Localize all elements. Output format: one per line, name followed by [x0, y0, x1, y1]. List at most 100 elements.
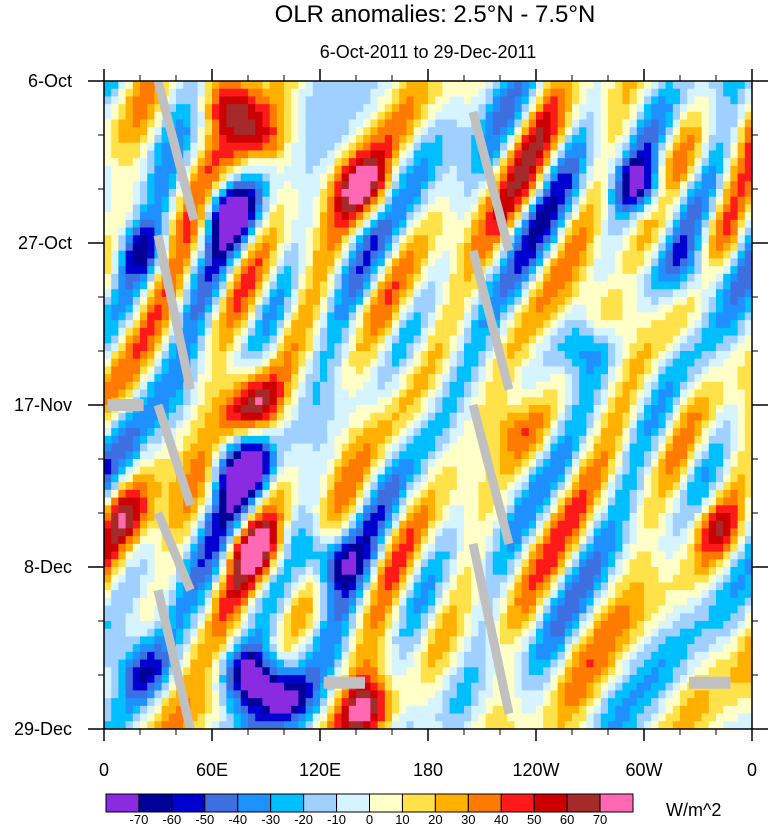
heatmap-cell — [658, 390, 666, 398]
heatmap-cell — [644, 251, 652, 259]
heatmap-cell — [680, 243, 688, 251]
heatmap-cell — [507, 143, 515, 151]
heatmap-cell — [349, 220, 357, 228]
heatmap-cell — [399, 166, 407, 174]
heatmap-cell — [723, 366, 731, 374]
heatmap-cell — [313, 343, 321, 351]
heatmap-cell — [169, 351, 177, 359]
heatmap-cell — [327, 143, 335, 151]
heatmap-cell — [615, 297, 623, 305]
heatmap-cell — [190, 158, 198, 166]
heatmap-cell — [723, 343, 731, 351]
heatmap-cell — [658, 289, 666, 297]
heatmap-cell — [190, 336, 198, 344]
heatmap-cell — [363, 289, 371, 297]
heatmap-cell — [190, 235, 198, 243]
heatmap-cell — [248, 413, 256, 421]
heatmap-cell — [198, 351, 206, 359]
heatmap-cell — [298, 390, 306, 398]
heatmap-cell — [133, 420, 141, 428]
heatmap-cell — [349, 312, 357, 320]
heatmap-cell — [248, 505, 256, 513]
heatmap-cell — [370, 498, 378, 506]
heatmap-cell — [543, 312, 551, 320]
heatmap-cell — [291, 251, 299, 259]
heatmap-cell — [658, 436, 666, 444]
heatmap-cell — [442, 451, 450, 459]
heatmap-cell — [118, 297, 126, 305]
heatmap-cell — [349, 451, 357, 459]
heatmap-cell — [277, 212, 285, 220]
heatmap-cell — [493, 235, 501, 243]
heatmap-cell — [190, 166, 198, 174]
heatmap-cell — [694, 498, 702, 506]
heatmap-cell — [421, 490, 429, 498]
heatmap-cell — [118, 89, 126, 97]
heatmap-cell — [428, 397, 436, 405]
heatmap-cell — [154, 382, 162, 390]
heatmap-cell — [298, 413, 306, 421]
heatmap-cell — [601, 382, 609, 390]
heatmap-cell — [262, 243, 270, 251]
heatmap-cell — [248, 444, 256, 452]
heatmap-cell — [694, 112, 702, 120]
heatmap-cell — [615, 351, 623, 359]
heatmap-cell — [709, 189, 717, 197]
heatmap-cell — [370, 127, 378, 135]
heatmap-cell — [529, 112, 537, 120]
heatmap-cell — [630, 112, 638, 120]
heatmap-cell — [666, 320, 674, 328]
heatmap-cell — [558, 143, 566, 151]
heatmap-cell — [658, 189, 666, 197]
heatmap-cell — [738, 135, 746, 143]
heatmap-cell — [306, 490, 314, 498]
heatmap-cell — [118, 204, 126, 212]
heatmap-cell — [140, 359, 148, 367]
heatmap-cell — [558, 382, 566, 390]
heatmap-cell — [241, 390, 249, 398]
heatmap-cell — [493, 282, 501, 290]
heatmap-cell — [730, 289, 738, 297]
heatmap-cell — [442, 274, 450, 282]
heatmap-cell — [630, 420, 638, 428]
heatmap-cell — [615, 374, 623, 382]
heatmap-cell — [306, 289, 314, 297]
heatmap-cell — [658, 220, 666, 228]
heatmap-cell — [478, 197, 486, 205]
heatmap-cell — [608, 150, 616, 158]
heatmap-cell — [219, 81, 227, 89]
heatmap-cell — [723, 251, 731, 259]
heatmap-cell — [234, 420, 242, 428]
heatmap-cell — [579, 382, 587, 390]
heatmap-cell — [133, 351, 141, 359]
heatmap-cell — [241, 328, 249, 336]
heatmap-cell — [385, 305, 393, 313]
heatmap-cell — [579, 374, 587, 382]
heatmap-cell — [709, 444, 717, 452]
heatmap-cell — [277, 127, 285, 135]
heatmap-cell — [349, 189, 357, 197]
heatmap-cell — [262, 397, 270, 405]
heatmap-cell — [464, 328, 472, 336]
heatmap-cell — [399, 266, 407, 274]
heatmap-cell — [385, 359, 393, 367]
heatmap-cell — [406, 282, 414, 290]
heatmap-cell — [716, 104, 724, 112]
heatmap-cell — [630, 120, 638, 128]
heatmap-cell — [241, 312, 249, 320]
heatmap-cell — [205, 112, 213, 120]
heatmap-cell — [162, 397, 170, 405]
heatmap-cell — [529, 174, 537, 182]
heatmap-cell — [298, 474, 306, 482]
heatmap-cell — [709, 258, 717, 266]
heatmap-cell — [118, 181, 126, 189]
heatmap-cell — [442, 127, 450, 135]
heatmap-cell — [507, 104, 515, 112]
heatmap-cell — [694, 297, 702, 305]
heatmap-cell — [406, 266, 414, 274]
heatmap-cell — [126, 413, 134, 421]
heatmap-cell — [298, 374, 306, 382]
heatmap-cell — [327, 266, 335, 274]
heatmap-cell — [738, 490, 746, 498]
heatmap-cell — [370, 451, 378, 459]
